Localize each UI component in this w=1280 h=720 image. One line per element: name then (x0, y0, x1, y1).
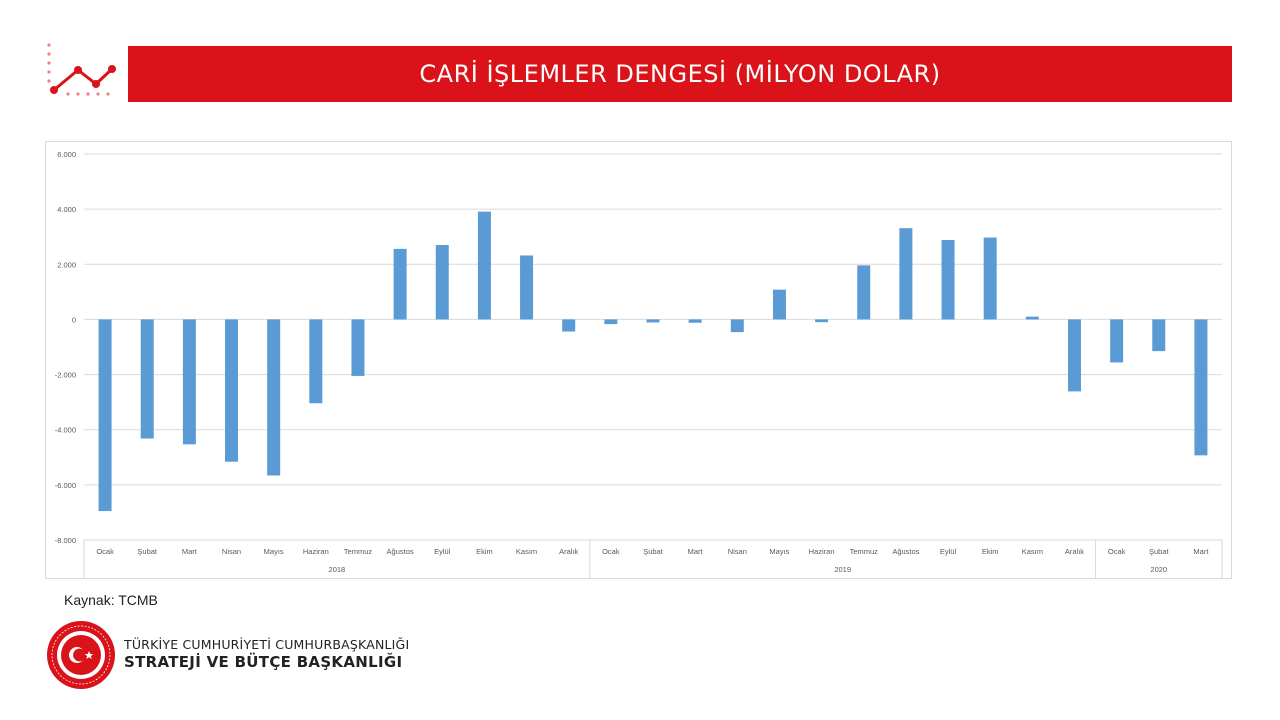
bar-1 (98, 319, 112, 512)
x-tick-label: Haziran (303, 547, 329, 556)
bar-18 (815, 319, 829, 323)
y-tick-label: 6.000 (57, 150, 76, 159)
bar-23 (1025, 316, 1039, 320)
organization-name-line2: STRATEJİ VE BÜTÇE BAŞKANLIĞI (124, 653, 403, 671)
bar-3 (182, 319, 196, 445)
x-tick-label: Ocak (1108, 547, 1126, 556)
x-tick-label: Ekim (476, 547, 493, 556)
x-tick-label: Mayıs (264, 547, 284, 556)
x-tick-label: Mart (688, 547, 704, 556)
y-tick-label: -8.000 (55, 536, 76, 545)
x-tick-label: Aralık (1065, 547, 1084, 556)
bar-13 (604, 319, 618, 325)
x-tick-label: Haziran (809, 547, 835, 556)
x-tick-label: Nisan (222, 547, 241, 556)
x-tick-label: Mart (182, 547, 198, 556)
bar-24 (1067, 319, 1081, 392)
group-label: 2019 (834, 565, 851, 574)
bar-2 (140, 319, 154, 439)
x-tick-label: Şubat (643, 547, 664, 556)
x-tick-label: Şubat (1149, 547, 1170, 556)
y-tick-label: -4.000 (55, 426, 76, 435)
x-tick-label: Aralık (559, 547, 578, 556)
x-tick-label: Kasım (1022, 547, 1043, 556)
x-tick-label: Şubat (137, 547, 158, 556)
bar-5 (267, 319, 281, 476)
bar-21 (941, 240, 955, 320)
bar-25 (1110, 319, 1124, 363)
title-bar: CARİ İŞLEMLER DENGESİ (MİLYON DOLAR) (128, 46, 1232, 102)
bar-26 (1152, 319, 1166, 352)
bar-10 (477, 211, 491, 320)
bar-chart: 6.000 4.000 2.000 0 -2.000 -4.000 -6.000 -8.000… (55, 150, 1223, 578)
y-tick-label: -6.000 (55, 481, 76, 490)
bar-15 (688, 319, 702, 323)
bar-17 (772, 289, 786, 320)
x-tick-label: Ağustos (892, 547, 919, 556)
x-tick-label: Eylül (940, 547, 957, 556)
x-tick-label: Ağustos (387, 547, 414, 556)
bar-20 (899, 228, 913, 320)
x-tick-label: Ocak (602, 547, 620, 556)
x-tick-label: Mart (1193, 547, 1209, 556)
bar-14 (646, 319, 660, 323)
x-tick-label: Nisan (728, 547, 747, 556)
source-note: Kaynak: TCMB (64, 592, 158, 608)
bar-9 (435, 244, 449, 320)
y-tick-label: 4.000 (57, 205, 76, 214)
bar-19 (857, 265, 871, 320)
page-title: CARİ İŞLEMLER DENGESİ (MİLYON DOLAR) (419, 60, 941, 88)
group-label: 2018 (329, 565, 346, 574)
y-tick-label: 2.000 (57, 260, 76, 269)
chart-area: 6.000 4.000 2.000 0 -2.000 -4.000 -6.000 -8.000… (45, 141, 1232, 579)
organization-logo-icon (47, 621, 115, 689)
bar-16 (730, 319, 744, 333)
bar-12 (562, 319, 576, 332)
x-tick-label: Temmuz (850, 547, 879, 556)
line-trend-icon (47, 43, 116, 96)
bar-27 (1194, 319, 1208, 456)
x-tick-label: Mayıs (769, 547, 789, 556)
bar-4 (225, 319, 239, 462)
x-tick-label: Ocak (96, 547, 114, 556)
y-tick-label: -2.000 (55, 371, 76, 380)
y-tick-label: 0 (72, 315, 76, 324)
bar-7 (351, 319, 365, 376)
x-tick-label: Temmuz (344, 547, 373, 556)
bar-22 (983, 237, 997, 320)
x-tick-label: Ekim (982, 547, 999, 556)
x-tick-label: Kasım (516, 547, 537, 556)
x-tick-label: Eylül (434, 547, 451, 556)
group-label: 2020 (1150, 565, 1167, 574)
organization-name-line1: TÜRKİYE CUMHURİYETİ CUMHURBAŞKANLIĞI (124, 637, 410, 652)
bar-6 (309, 319, 323, 404)
bar-8 (393, 248, 407, 320)
bar-11 (520, 255, 534, 320)
